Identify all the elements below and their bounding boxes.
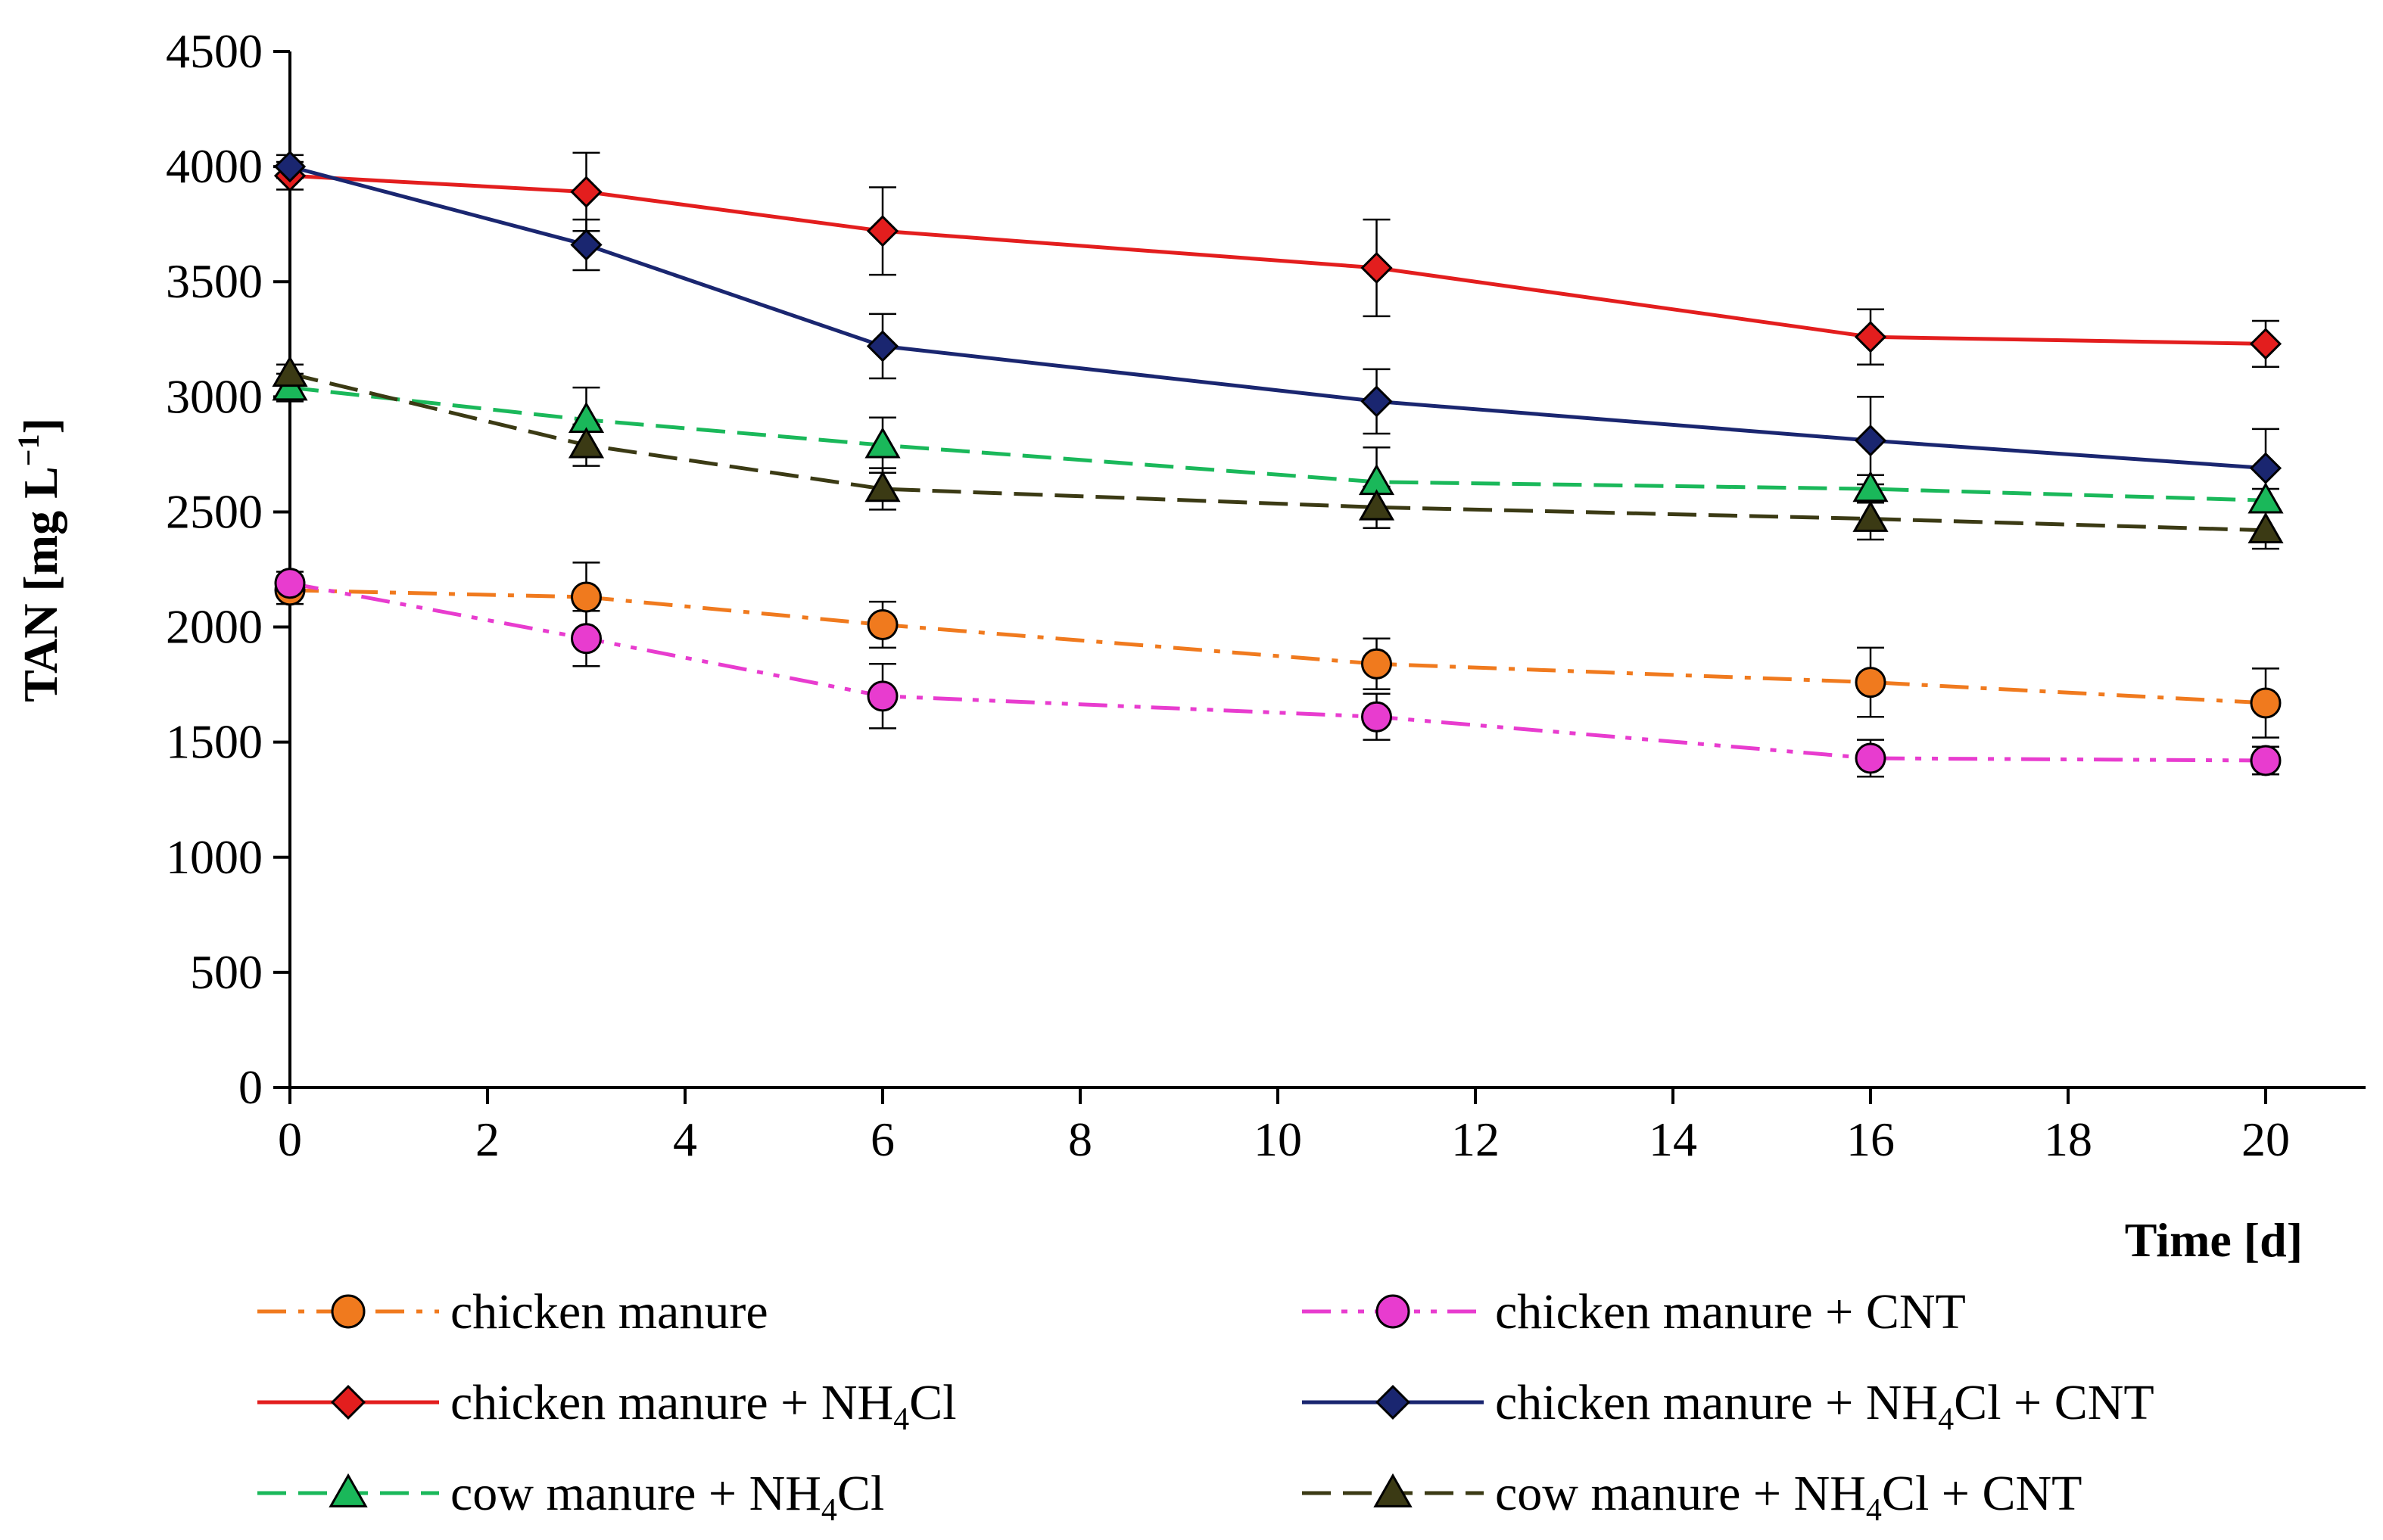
legend-label: cow manure + NH4Cl + CNT xyxy=(1495,1466,2082,1528)
series-line xyxy=(289,164,2266,471)
y-axis-title: TAN [mg L−1] xyxy=(11,418,67,702)
data-point-diamond xyxy=(1360,251,1393,285)
data-point-diamond xyxy=(866,215,899,247)
legend-item: chicken manure xyxy=(257,1284,768,1339)
y-tick-label: 3000 xyxy=(166,369,263,423)
y-tick-label: 0 xyxy=(238,1060,263,1114)
x-tick-label: 10 xyxy=(1254,1112,1302,1166)
data-point-triangle xyxy=(864,427,901,459)
x-tick-label: 2 xyxy=(475,1112,500,1166)
y-tick-label: 2000 xyxy=(166,600,263,654)
data-point-circle xyxy=(571,581,602,613)
data-point-circle xyxy=(1375,1294,1410,1329)
legend-item: chicken manure + NH4Cl xyxy=(257,1375,957,1437)
axes: 0 500 1000 1500 2000 2500 3000 3500 4000 4500 0 2 4 6… xyxy=(166,24,2366,1166)
data-point-circle xyxy=(274,568,306,599)
legend-label: cow manure + NH4Cl xyxy=(450,1466,884,1528)
data-point-diamond xyxy=(2249,452,2282,484)
data-point-diamond xyxy=(1854,321,1887,353)
data-point-circle xyxy=(867,609,899,641)
data-point-circle xyxy=(2250,745,2282,776)
legend-label: chicken manure xyxy=(450,1284,768,1339)
data-point-triangle xyxy=(1358,489,1395,521)
data-point-diamond xyxy=(2249,328,2282,360)
data-point-triangle xyxy=(864,470,901,502)
data-point-circle xyxy=(1361,701,1392,733)
data-point-diamond xyxy=(1375,1384,1411,1420)
x-tick-label: 0 xyxy=(278,1112,302,1166)
data-point-circle xyxy=(1855,742,1886,774)
x-tick-label: 12 xyxy=(1451,1112,1500,1166)
y-tick-label: 2500 xyxy=(166,484,263,538)
y-tick-label: 3500 xyxy=(166,254,263,308)
data-point-triangle xyxy=(1373,1473,1413,1507)
data-point-triangle xyxy=(1852,500,1889,532)
legend-label: chicken manure + NH4Cl xyxy=(450,1375,957,1437)
data-point-triangle xyxy=(272,355,308,387)
data-point-triangle xyxy=(568,427,605,459)
legend-item: cow manure + NH4Cl + CNT xyxy=(1302,1466,2082,1528)
series-line xyxy=(289,581,2266,763)
series-line xyxy=(289,372,2266,533)
x-tick-label: 4 xyxy=(673,1112,697,1166)
legend-item: chicken manure + NH4Cl + CNT xyxy=(1302,1375,2154,1437)
data-point-circle xyxy=(331,1294,366,1329)
y-tick-label: 500 xyxy=(190,945,263,999)
data-point-diamond xyxy=(866,330,899,362)
data-point-circle xyxy=(867,680,899,712)
data-point-circle xyxy=(571,623,602,655)
series-markers xyxy=(272,150,2284,776)
data-point-diamond xyxy=(1360,385,1393,418)
x-tick-label: 14 xyxy=(1649,1112,1697,1166)
data-point-circle xyxy=(1361,648,1392,680)
legend: chicken manure chicken manure + CNT chicke… xyxy=(257,1284,2154,1528)
data-point-circle xyxy=(2250,687,2282,719)
data-point-triangle xyxy=(329,1473,368,1507)
data-point-triangle xyxy=(2247,512,2284,544)
y-tick-label: 4000 xyxy=(166,139,263,193)
y-tick-label: 1500 xyxy=(166,715,263,769)
legend-item: chicken manure + CNT xyxy=(1302,1284,1966,1339)
data-point-circle xyxy=(1855,667,1886,698)
x-tick-label: 6 xyxy=(871,1112,895,1166)
x-tick-label: 18 xyxy=(2044,1112,2092,1166)
data-point-diamond xyxy=(330,1384,366,1420)
series-lines xyxy=(289,164,2266,763)
x-tick-label: 8 xyxy=(1068,1112,1092,1166)
legend-item: cow manure + NH4Cl xyxy=(257,1466,884,1528)
y-tick-label: 1000 xyxy=(166,830,263,884)
series-line xyxy=(289,588,2266,705)
y-tick-label: 4500 xyxy=(166,24,263,78)
data-point-diamond xyxy=(273,150,307,183)
x-axis-title: Time [d] xyxy=(2125,1213,2303,1267)
data-point-diamond xyxy=(570,176,603,208)
data-point-diamond xyxy=(570,229,603,261)
x-tick-label: 16 xyxy=(1846,1112,1895,1166)
legend-label: chicken manure + NH4Cl + CNT xyxy=(1495,1375,2154,1437)
legend-label: chicken manure + CNT xyxy=(1495,1284,1966,1339)
data-point-diamond xyxy=(1854,425,1887,457)
series-line xyxy=(289,385,2266,502)
series-line xyxy=(289,173,2266,346)
x-tick-label: 20 xyxy=(2241,1112,2290,1166)
